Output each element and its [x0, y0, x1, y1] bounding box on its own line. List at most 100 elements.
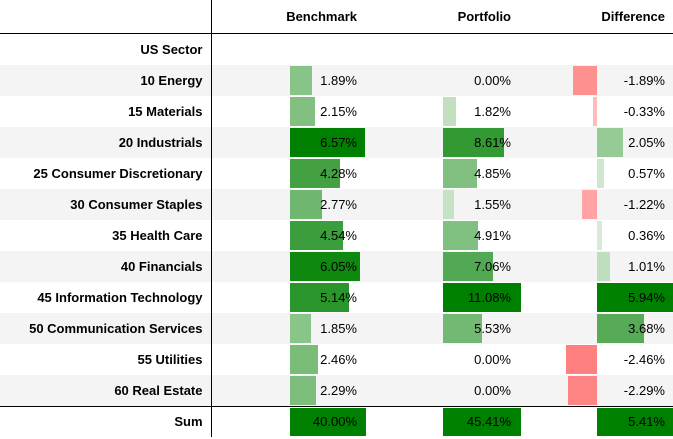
index-name: US Sector [0, 33, 212, 65]
sum-difference-cell-value: 5.41% [628, 414, 665, 430]
portfolio-cell-bar [443, 128, 504, 157]
portfolio-cell-value: 1.82% [474, 104, 511, 119]
difference-cell: 1.01% [519, 251, 673, 282]
row-label: 15 Materials [0, 96, 212, 127]
sum-label: Sum [0, 405, 212, 437]
portfolio-cell-value: 8.61% [474, 135, 511, 150]
benchmark-cell: 6.57% [211, 127, 366, 158]
difference-cell-value: -2.29% [623, 382, 665, 398]
difference-cell: -1.89% [519, 65, 673, 96]
table-row: 55 Utilities 2.46% 0.00% -2.46% [0, 344, 673, 375]
difference-cell: 3.68% [519, 313, 673, 344]
row-label: 50 Communication Services [0, 313, 212, 344]
portfolio-cell-bar [443, 159, 477, 188]
table-row: 60 Real Estate 2.29% 0.00% -2.29% [0, 375, 673, 406]
table-row: 15 Materials 2.15% 1.82% -0.33% [0, 96, 673, 127]
portfolio-cell: 1.82% [365, 96, 519, 127]
benchmark-cell: 2.29% [211, 375, 365, 406]
benchmark-cell-bar [289, 376, 316, 405]
portfolio-cell-value: 7.06% [474, 259, 511, 274]
difference-cell-bar [593, 97, 597, 126]
header-difference[interactable]: Difference [519, 0, 673, 34]
difference-cell-value: -0.33% [623, 104, 665, 119]
difference-cell-value: 0.57% [628, 166, 665, 181]
portfolio-cell-bar [443, 252, 493, 281]
table-row: 50 Communication Services 1.85% 5.53% 3.68% [0, 313, 673, 344]
benchmark-cell-bar [289, 345, 318, 374]
benchmark-cell: 1.89% [211, 65, 365, 96]
row-label: 20 Industrials [0, 127, 212, 158]
sum-benchmark-cell-value: 40.00% [312, 414, 357, 430]
table-row: 30 Consumer Staples 2.77% 1.55% -1.22% [0, 189, 673, 220]
benchmark-cell-bar [289, 97, 315, 126]
row-label: 25 Consumer Discretionary [0, 158, 212, 189]
difference-cell-value: 1.01% [628, 259, 665, 274]
portfolio-cell: 5.53% [365, 313, 519, 344]
difference-cell: 2.05% [519, 127, 673, 158]
table-row: 10 Energy 1.89% 0.00% -1.89% [0, 65, 673, 96]
benchmark-cell-bar [289, 66, 312, 95]
portfolio-cell: 0.00% [365, 344, 519, 375]
benchmark-cell-value: 5.14% [320, 290, 357, 305]
portfolio-cell-bar [443, 314, 482, 343]
sum-difference-cell: 5.41% [519, 405, 673, 437]
difference-cell-value: -1.22% [623, 197, 665, 212]
benchmark-cell-value: 1.89% [320, 73, 357, 88]
header-row: Benchmark Portfolio Difference [0, 0, 673, 34]
portfolio-cell-value: 0.00% [474, 382, 511, 398]
difference-cell-bar [568, 376, 597, 405]
benchmark-cell-bar [289, 190, 322, 219]
portfolio-cell-value: 4.85% [474, 166, 511, 181]
difference-cell-value: 5.94% [628, 290, 665, 305]
benchmark-cell-value: 4.54% [320, 228, 357, 243]
difference-cell-value: -1.89% [623, 73, 665, 88]
header-portfolio[interactable]: Portfolio [365, 0, 519, 34]
index-name-row: US Sector [0, 33, 673, 65]
corner-header [0, 0, 212, 34]
difference-cell-value: 0.36% [628, 228, 665, 243]
difference-cell-bar [597, 128, 623, 157]
benchmark-cell-value: 4.28% [320, 166, 357, 181]
portfolio-cell: 1.55% [365, 189, 519, 220]
portfolio-cell-value: 1.55% [474, 197, 511, 212]
table-row: 20 Industrials 6.57% 8.61% 2.05% [0, 127, 673, 158]
portfolio-cell: 0.00% [365, 65, 519, 96]
difference-cell-bar [597, 221, 602, 250]
sum-portfolio-cell-bar [443, 407, 521, 436]
sum-difference-cell-bar [597, 407, 673, 436]
portfolio-cell-bar [443, 97, 456, 126]
difference-cell-bar [566, 345, 597, 374]
portfolio-cell: 7.06% [365, 251, 519, 282]
benchmark-cell-bar [289, 314, 311, 343]
difference-cell-bar [597, 283, 673, 312]
difference-cell: -1.22% [519, 189, 673, 220]
benchmark-cell: 6.05% [211, 251, 365, 282]
difference-cell: 5.94% [519, 282, 673, 313]
portfolio-cell: 0.00% [365, 375, 519, 406]
portfolio-cell-bar [443, 190, 454, 219]
benchmark-cell: 2.15% [211, 96, 365, 127]
benchmark-cell-value: 2.77% [320, 197, 357, 212]
row-label: 60 Real Estate [0, 375, 212, 406]
difference-cell-value: -2.46% [623, 352, 665, 367]
benchmark-cell-value: 2.15% [320, 104, 357, 119]
portfolio-cell-value: 11.08% [467, 290, 511, 305]
difference-cell: -0.33% [519, 96, 673, 127]
table-row: 40 Financials 6.05% 7.06% 1.01% [0, 251, 673, 282]
difference-cell-bar [582, 190, 597, 219]
portfolio-cell: 4.85% [365, 158, 519, 189]
row-label: 55 Utilities [0, 344, 212, 375]
difference-cell: -2.29% [519, 375, 673, 406]
portfolio-cell-bar [443, 221, 478, 250]
benchmark-cell: 2.77% [211, 189, 365, 220]
portfolio-cell-value: 0.00% [474, 73, 511, 88]
difference-cell: 0.57% [519, 158, 673, 189]
portfolio-cell: 8.61% [365, 127, 519, 158]
benchmark-cell: 1.85% [211, 313, 365, 344]
table-row: 25 Consumer Discretionary 4.28% 4.85% 0.57% [0, 158, 673, 189]
portfolio-cell: 4.91% [365, 220, 519, 251]
row-label: 40 Financials [0, 251, 212, 282]
header-benchmark[interactable]: Benchmark [211, 0, 365, 34]
sum-row: Sum 40.00% 45.41% 5.41% [0, 405, 673, 437]
